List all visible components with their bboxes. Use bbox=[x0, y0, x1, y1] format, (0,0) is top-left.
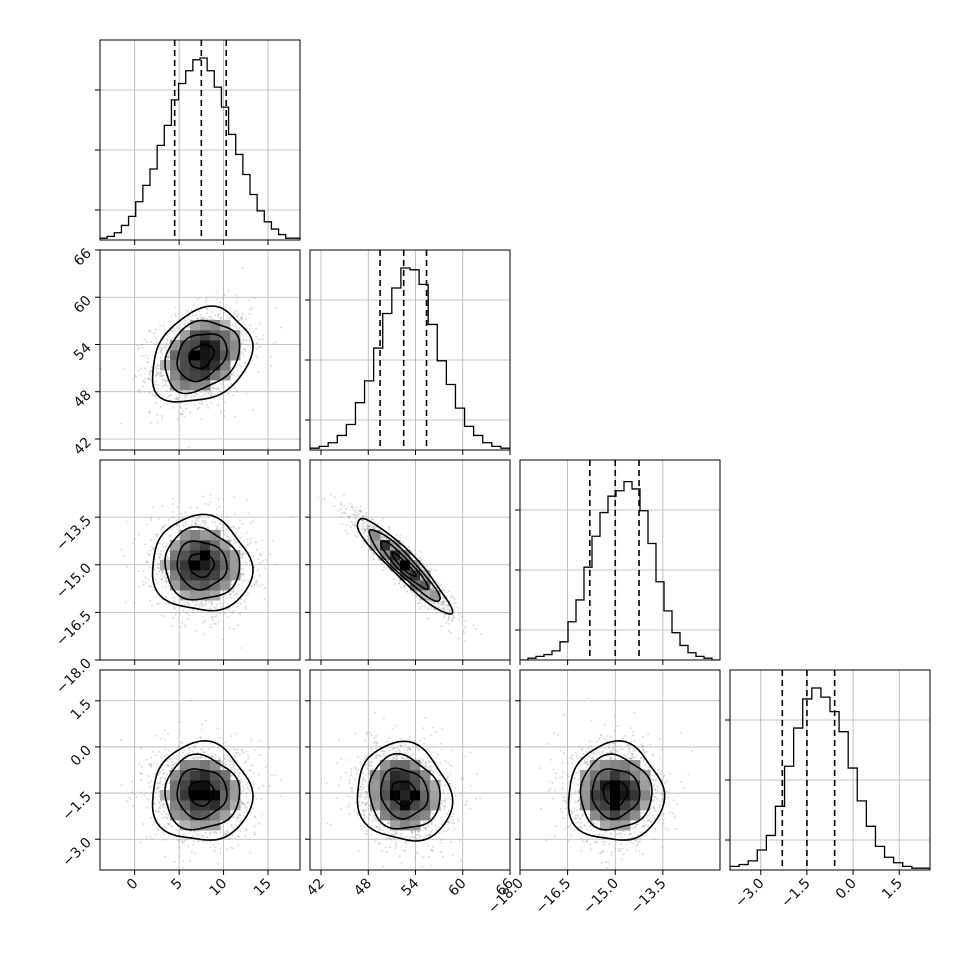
contours bbox=[356, 740, 454, 842]
contour-line bbox=[591, 768, 641, 821]
y-tick-label: 0.0 bbox=[68, 742, 95, 769]
contour-line bbox=[188, 343, 215, 370]
contour-line bbox=[188, 552, 215, 579]
scatter-panel-2-3 bbox=[515, 669, 721, 875]
y-tick-label: 66 bbox=[71, 245, 95, 269]
panel-frame bbox=[519, 459, 721, 661]
panel-frame bbox=[309, 459, 511, 661]
x-tick-label: −16.5 bbox=[533, 876, 575, 918]
x-tick-label: 15 bbox=[251, 876, 275, 900]
contour-line bbox=[602, 780, 629, 807]
density-cells bbox=[370, 760, 441, 831]
contours bbox=[356, 517, 454, 615]
x-tick-label: 42 bbox=[304, 876, 328, 900]
histogram-bars bbox=[520, 480, 720, 660]
x-tick-label: −1.5 bbox=[778, 876, 813, 911]
contour-line bbox=[380, 540, 429, 591]
contour-line bbox=[176, 768, 228, 821]
panel-frame bbox=[99, 249, 301, 451]
x-tick-label: 0.0 bbox=[833, 876, 860, 903]
contour-line bbox=[164, 319, 241, 395]
scatter-panel-1-3 bbox=[305, 669, 511, 875]
contour-line bbox=[368, 529, 441, 603]
histogram-bars bbox=[730, 687, 930, 870]
contour-line bbox=[188, 780, 215, 807]
panel-frame bbox=[99, 39, 301, 241]
contour-line bbox=[151, 513, 254, 612]
panel-frame bbox=[519, 669, 721, 871]
scatter-panel-1-2 bbox=[305, 459, 511, 665]
x-tick-label: 10 bbox=[206, 876, 230, 900]
contours bbox=[151, 739, 254, 841]
y-tick-label: −18.0 bbox=[53, 656, 95, 698]
x-tick-label: 1.5 bbox=[879, 876, 906, 903]
histogram-panel-0 bbox=[95, 39, 301, 245]
scatter-panel-0-1 bbox=[95, 249, 301, 455]
x-tick-label: 5 bbox=[168, 876, 186, 894]
contour-line bbox=[368, 752, 441, 830]
x-tick-label: −15.0 bbox=[580, 876, 622, 918]
panel-frame bbox=[729, 669, 931, 871]
x-tick-label: 54 bbox=[398, 875, 422, 899]
contours bbox=[151, 305, 254, 403]
contour-line bbox=[391, 551, 417, 578]
contour-line bbox=[164, 753, 241, 831]
histogram-panel-3 bbox=[725, 669, 931, 875]
panel-frame bbox=[309, 249, 511, 451]
panel-frame bbox=[99, 459, 301, 661]
y-tick-label: −3.0 bbox=[59, 835, 94, 870]
contour-line bbox=[391, 780, 417, 807]
contour-line bbox=[567, 739, 666, 841]
scatter-panel-0-3 bbox=[95, 669, 301, 875]
panel-frame bbox=[99, 669, 301, 871]
x-tick-label: −13.5 bbox=[628, 876, 670, 918]
density-cells bbox=[580, 760, 651, 831]
y-tick-label: 48 bbox=[71, 387, 95, 411]
y-tick-label: −15.0 bbox=[53, 560, 95, 602]
panel-frame bbox=[309, 669, 511, 871]
contour-line bbox=[356, 740, 454, 842]
x-tick-label: −3.0 bbox=[732, 876, 767, 911]
y-tick-label: −13.5 bbox=[53, 513, 95, 555]
y-tick-label: 60 bbox=[71, 293, 95, 317]
scatter-panel-0-2 bbox=[95, 459, 301, 665]
contour-line bbox=[356, 517, 454, 615]
y-tick-label: 54 bbox=[71, 340, 95, 364]
contour-line bbox=[579, 753, 653, 831]
x-tick-label: 0 bbox=[124, 876, 142, 894]
histogram-panel-2 bbox=[515, 459, 721, 665]
contours bbox=[567, 739, 666, 841]
histogram-panel-1 bbox=[305, 249, 511, 455]
y-tick-label: 42 bbox=[71, 434, 95, 458]
y-tick-label: −1.5 bbox=[59, 789, 94, 824]
contour-line bbox=[176, 540, 228, 591]
contour-line bbox=[380, 767, 429, 820]
histogram-bars bbox=[100, 57, 300, 240]
x-tick-label: 60 bbox=[446, 876, 470, 900]
x-tick-label: 48 bbox=[351, 876, 375, 900]
y-tick-label: −16.5 bbox=[53, 608, 95, 650]
contours bbox=[151, 513, 254, 612]
contour-line bbox=[151, 305, 254, 403]
contour-line bbox=[176, 333, 228, 383]
contour-line bbox=[164, 526, 241, 601]
y-tick-label: 1.5 bbox=[68, 696, 95, 723]
contour-line bbox=[151, 739, 254, 841]
histogram-bars bbox=[310, 267, 510, 450]
density-cells bbox=[370, 530, 441, 601]
